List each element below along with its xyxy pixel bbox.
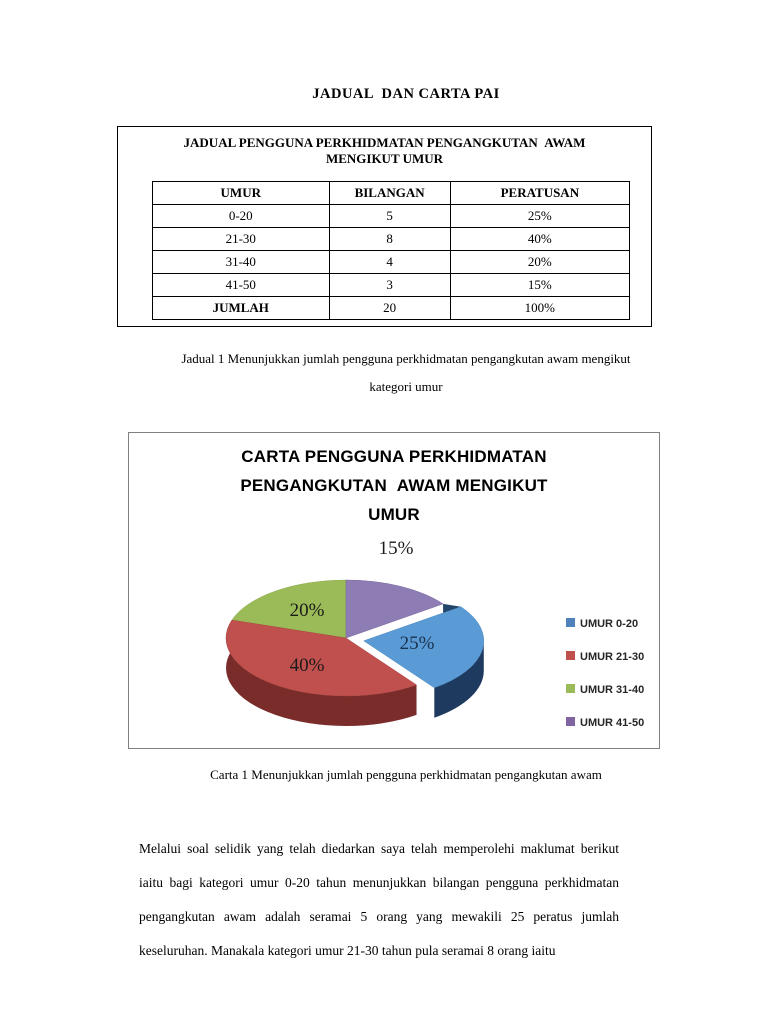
svg-text:20%: 20% (290, 600, 325, 621)
svg-text:40%: 40% (290, 655, 325, 676)
svg-text:25%: 25% (400, 633, 435, 654)
svg-text:15%: 15% (379, 538, 414, 559)
